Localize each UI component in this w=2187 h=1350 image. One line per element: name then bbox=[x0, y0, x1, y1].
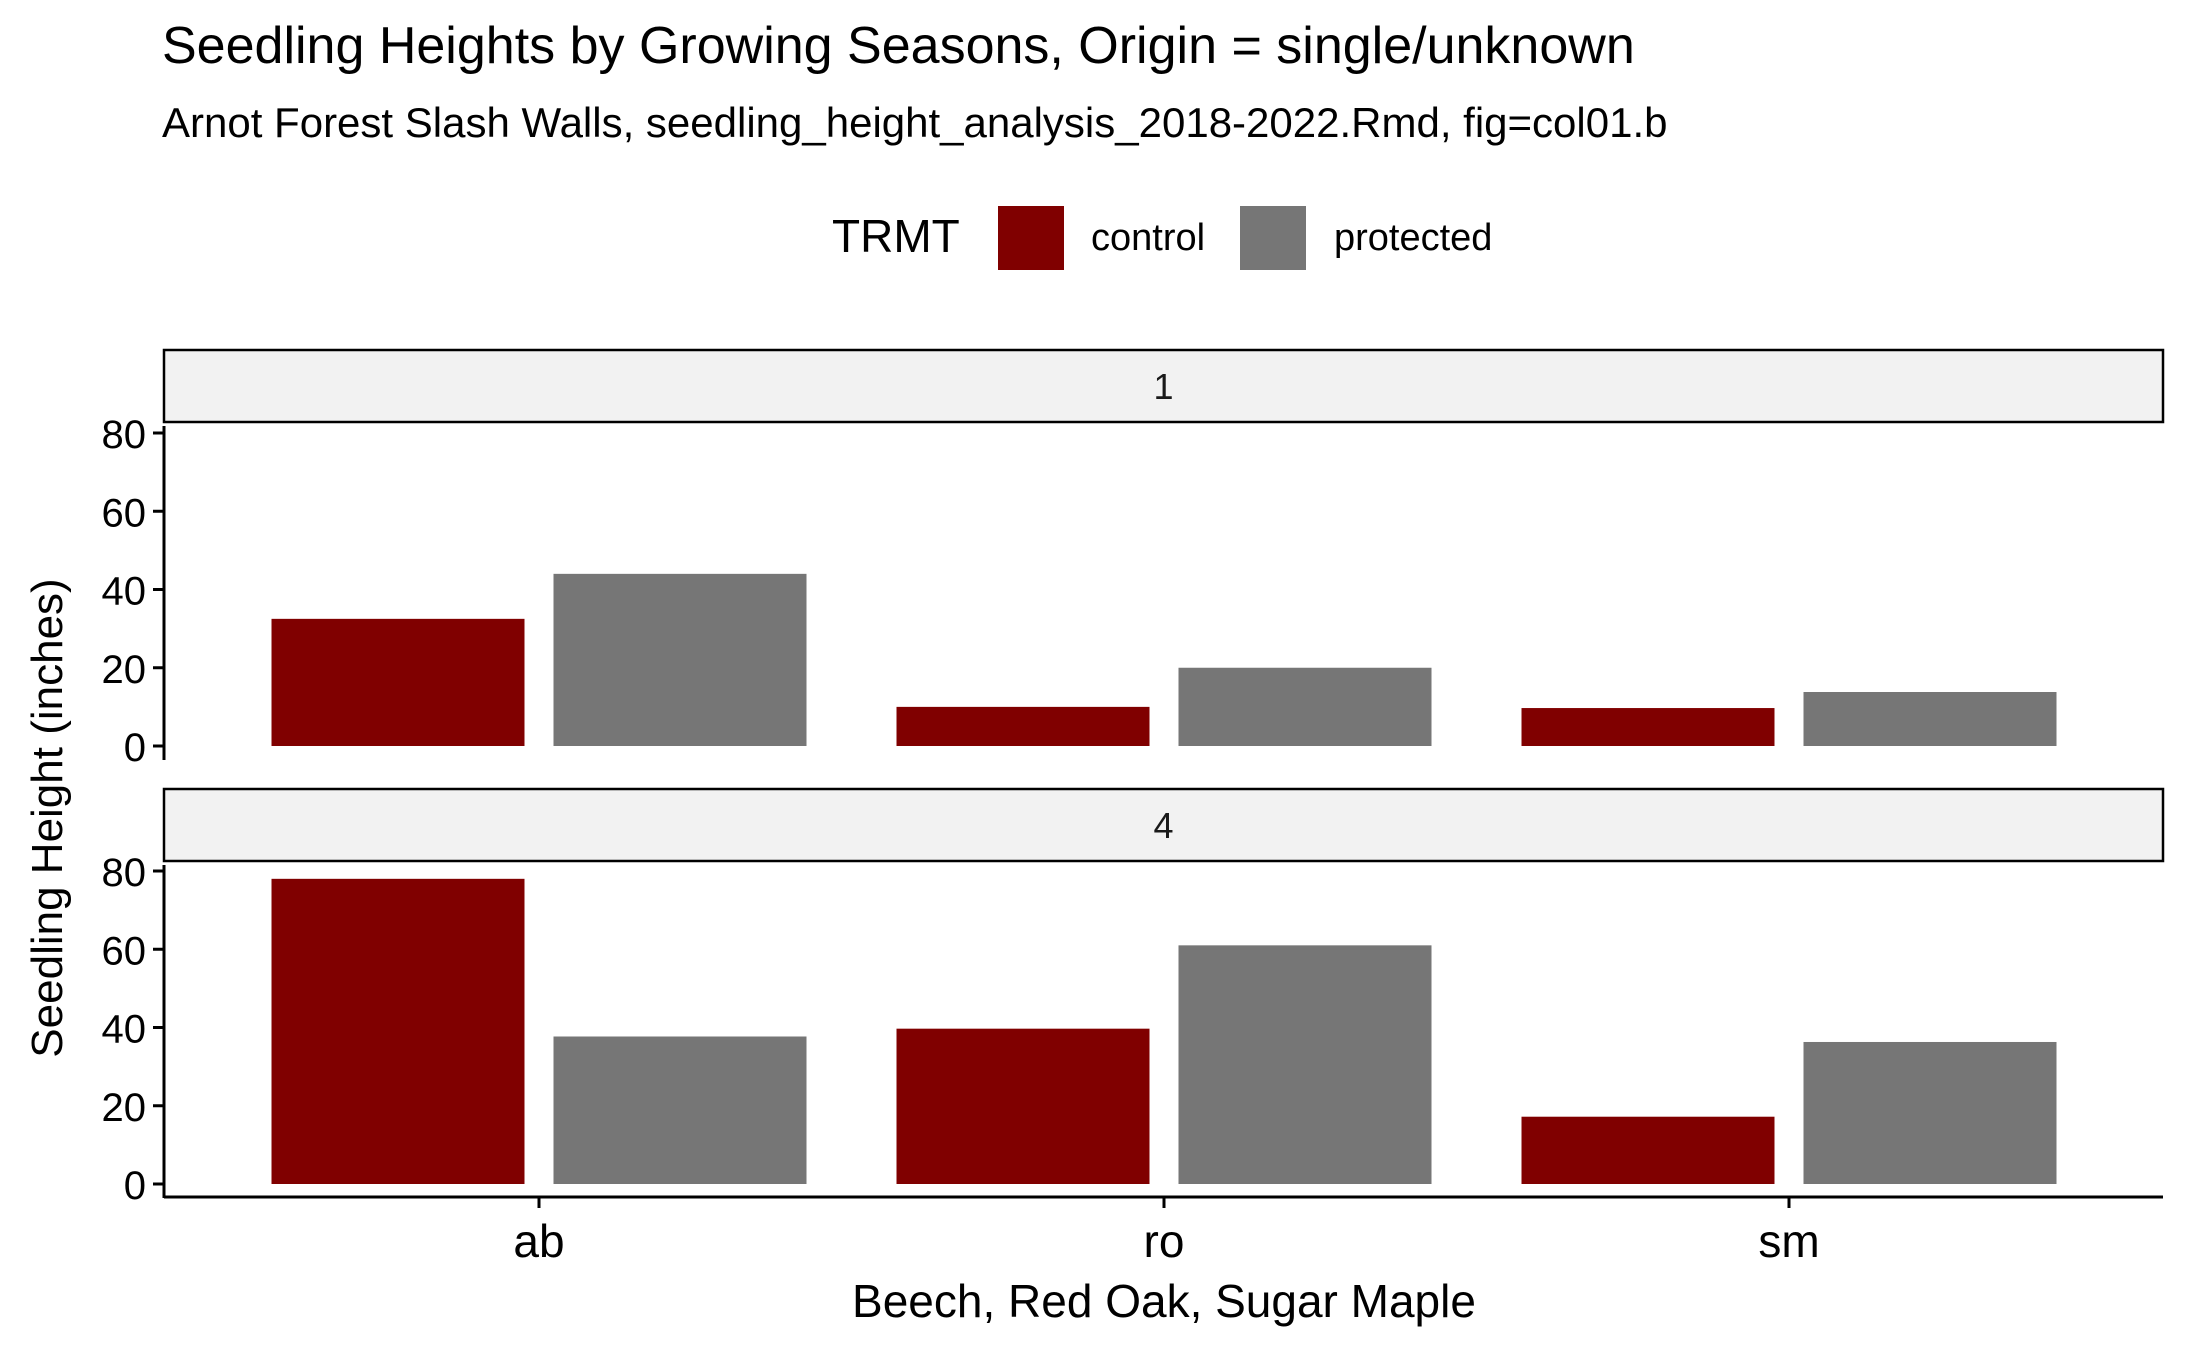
y-tick-label: 60 bbox=[102, 491, 147, 535]
legend-key-protected bbox=[1240, 206, 1306, 270]
facet-strip bbox=[162, 787, 2165, 863]
bar-control-ro bbox=[896, 706, 1150, 746]
y-tick-label: 80 bbox=[102, 413, 147, 457]
y-tick-label: 80 bbox=[102, 851, 147, 895]
legend-key-control bbox=[998, 206, 1064, 270]
bar-control-ab bbox=[271, 618, 525, 746]
y-tick-label: 40 bbox=[102, 1008, 147, 1052]
bar-protected-ab bbox=[553, 1036, 807, 1184]
legend-label-control: control bbox=[1091, 217, 1205, 259]
bar-protected-ro bbox=[1178, 667, 1432, 746]
bar-control-sm bbox=[1521, 1116, 1775, 1184]
x-tick-label: ro bbox=[1144, 1215, 1185, 1267]
y-tick-label: 40 bbox=[102, 570, 147, 614]
y-tick-label: 0 bbox=[124, 726, 146, 770]
legend-label-protected: protected bbox=[1334, 217, 1492, 259]
x-tick-label: ab bbox=[513, 1215, 564, 1267]
x-tick-label: sm bbox=[1758, 1215, 1819, 1267]
y-tick-label: 20 bbox=[102, 1086, 147, 1130]
bar-control-ro bbox=[896, 1028, 1150, 1184]
y-tick-label: 20 bbox=[102, 648, 147, 692]
y-axis-label: Seedling Height (inches) bbox=[23, 578, 72, 1057]
bar-protected-sm bbox=[1803, 692, 2057, 746]
facet-strip-label: 4 bbox=[1153, 805, 1173, 846]
chart-title: Seedling Heights by Growing Seasons, Ori… bbox=[162, 17, 1635, 75]
bar-control-sm bbox=[1521, 708, 1775, 746]
bar-protected-sm bbox=[1803, 1041, 2057, 1184]
bar-protected-ab bbox=[553, 573, 807, 746]
y-tick-label: 60 bbox=[102, 929, 147, 973]
legend: TRMT control protected bbox=[832, 206, 1492, 270]
x-axis-label: Beech, Red Oak, Sugar Maple bbox=[852, 1275, 1476, 1327]
y-tick-label: 0 bbox=[124, 1164, 146, 1208]
bar-control-ab bbox=[271, 878, 525, 1184]
facet-strip-label: 1 bbox=[1153, 366, 1173, 407]
chart-subtitle: Arnot Forest Slash Walls, seedling_heigh… bbox=[162, 99, 1667, 146]
bar-protected-ro bbox=[1178, 945, 1432, 1184]
facet-strip bbox=[162, 348, 2165, 424]
legend-title: TRMT bbox=[832, 210, 960, 262]
